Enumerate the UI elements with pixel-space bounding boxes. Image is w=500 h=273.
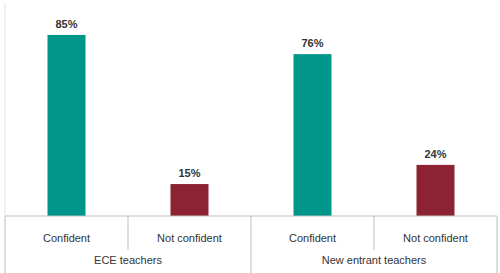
data-label: 85% (55, 18, 77, 30)
bar (294, 54, 332, 216)
data-label: 24% (424, 148, 446, 160)
group-separator (5, 216, 6, 273)
category-label: Not confident (157, 232, 222, 244)
group-label: New entrant teachers (322, 254, 427, 266)
category-label: Confident (43, 232, 90, 244)
chart-container: 85% Confident 15% Not confident 76% Confident… (0, 0, 500, 273)
bar (417, 165, 455, 216)
data-label: 76% (301, 37, 323, 49)
category-separator (374, 216, 375, 250)
group-separator (251, 216, 252, 273)
bar (171, 184, 209, 216)
category-separator (128, 216, 129, 250)
data-label: 15% (178, 167, 200, 179)
y-axis-line (5, 3, 6, 216)
bars (48, 35, 455, 216)
group-label: ECE teachers (94, 254, 162, 266)
category-label: Not confident (403, 232, 468, 244)
group-separator (497, 216, 498, 273)
bar (48, 35, 86, 216)
chart-svg: 85% Confident 15% Not confident 76% Confident… (0, 0, 500, 273)
category-label: Confident (289, 232, 336, 244)
